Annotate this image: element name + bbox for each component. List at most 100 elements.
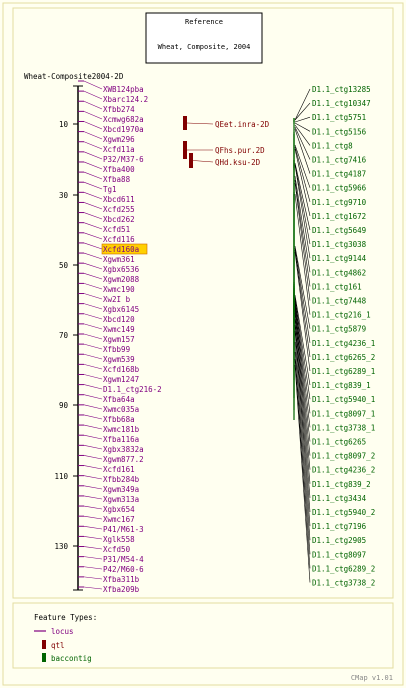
contig-label[interactable]: D1.1_ctg10347 [312,99,371,108]
marker-label[interactable]: XWB124pba [103,85,144,94]
marker-label[interactable]: Xwmc181b [103,425,140,434]
marker-label[interactable]: Xwmc149 [103,325,135,334]
marker-label[interactable]: Xfbb99 [103,345,130,354]
marker-label[interactable]: Xw2I b [103,295,131,304]
contig-label[interactable]: D1.1_ctg839_1 [312,381,371,390]
marker-label[interactable]: Xgbx6536 [103,265,140,274]
contig-label[interactable]: D1.1_ctg5649 [312,226,366,235]
marker-label[interactable]: Xgwm2088 [103,275,140,284]
contig-label[interactable]: D1.1_ctg5156 [312,127,367,136]
contig-label[interactable]: D1.1_ctg13285 [312,85,371,94]
reference-heading: Reference [185,18,223,26]
marker-label[interactable]: Xbcd611 [103,195,135,204]
marker-connector [83,151,103,160]
contig-label[interactable]: D1.1_ctg5751 [312,113,366,122]
contig-label[interactable]: D1.1_ctg216_1 [312,311,371,320]
contig-label[interactable]: D1.1_ctg8097_1 [312,409,375,418]
marker-label[interactable]: Xgwm1247 [103,375,139,384]
contig-label[interactable]: D1.1_ctg3738_1 [312,423,375,432]
marker-label[interactable]: Xcfd255 [103,205,135,214]
marker-label[interactable]: Xwmc190 [103,285,135,294]
marker-connector [83,586,103,590]
contig-label[interactable]: D1.1_ctg5966 [312,184,367,193]
marker-label[interactable]: Xgwm539 [103,355,135,364]
marker-label[interactable]: Xwmc035a [103,405,139,414]
contig-label[interactable]: D1.1_ctg3038 [312,240,367,249]
marker-label[interactable]: Xglk558 [103,535,135,544]
contig-label[interactable]: D1.1_ctg161 [312,282,362,291]
marker-label[interactable]: Xfba311b [103,575,140,584]
qtl-label[interactable]: QEet.inra-2D [215,120,270,129]
marker-label[interactable]: Xcfd116 [103,235,135,244]
marker-label[interactable]: Xfba88 [103,175,131,184]
contig-label[interactable]: D1.1_ctg4862 [312,268,366,277]
contig-label[interactable]: D1.1_ctg1672 [312,212,366,221]
contig-label[interactable]: D1.1_ctg4236_2 [312,466,375,475]
contig-label[interactable]: D1.1_ctg7448 [312,297,367,306]
marker-label[interactable]: Xgbx654 [103,505,135,514]
marker-label[interactable]: Xgbx6145 [103,305,139,314]
marker-label[interactable]: Xfbb68a [103,415,135,424]
marker-label[interactable]: P42/M60-6 [103,565,144,574]
marker-label[interactable]: Xfba116a [103,435,139,444]
marker-label[interactable]: Xfba209b [103,585,140,594]
marker-label[interactable]: Xgwm349a [103,485,139,494]
marker-label[interactable]: Xcfd50 [103,545,131,554]
marker-label[interactable]: D1.1_ctg216-2 [103,385,162,394]
marker-label[interactable]: Xwmc167 [103,515,135,524]
contig-label[interactable]: D1.1_ctg6265_2 [312,353,375,362]
qtl-bar[interactable] [183,141,187,159]
contig-connector [294,88,311,121]
contig-label[interactable]: D1.1_ctg2905 [312,536,366,545]
contig-label[interactable]: D1.1_ctg9710 [312,198,367,207]
marker-label[interactable]: Xgwm296 [103,135,135,144]
marker-label[interactable]: Xcfd51 [103,225,130,234]
marker-label[interactable]: Xfbb274 [103,105,135,114]
contig-label[interactable]: D1.1_ctg3434 [312,494,367,503]
contig-label[interactable]: D1.1_ctg8097_2 [312,452,375,461]
qtl-label[interactable]: QHd.ksu-2D [215,158,261,167]
marker-label[interactable]: Xgwm157 [103,335,135,344]
marker-label[interactable]: Xfba400 [103,165,135,174]
marker-label[interactable]: Xfbb284b [103,475,140,484]
marker-label[interactable]: Xcfd11a [103,145,135,154]
contig-label[interactable]: D1.1_ctg9144 [312,254,367,263]
marker-label[interactable]: Xcfd161 [103,465,135,474]
marker-label[interactable]: Xbcd120 [103,315,135,324]
marker-label[interactable]: Tg1 [103,185,117,194]
marker-label[interactable]: Xcmwg682a [103,115,144,124]
marker-label[interactable]: Xcfd160a [103,245,139,254]
map-title[interactable]: Wheat-Composite2004-2D [24,72,124,81]
marker-label[interactable]: Xgwm313a [103,495,139,504]
contig-label[interactable]: D1.1_ctg4236_1 [312,339,375,348]
contig-label[interactable]: D1.1_ctg5940_1 [312,395,375,404]
contig-label[interactable]: D1.1_ctg8097 [312,550,366,559]
marker-label[interactable]: Xfba64a [103,395,135,404]
qtl-label[interactable]: QFhs.pur.2D [215,146,265,155]
axis-ticks: 10 30 50 70 90 110 130 [54,120,78,551]
contig-label[interactable]: D1.1_ctg4187 [312,170,366,179]
marker-label[interactable]: Xbcd1970a [103,125,144,134]
qtl-bar[interactable] [189,153,193,168]
contig-label[interactable]: D1.1_ctg6289_1 [312,367,375,376]
marker-label[interactable]: P41/M61-3 [103,525,144,534]
marker-label[interactable]: Xbcd262 [103,215,135,224]
marker-label[interactable]: Xgwm877.2 [103,455,144,464]
contig-label[interactable]: D1.1_ctg6265 [312,438,366,447]
contig-label[interactable]: D1.1_ctg3738_2 [312,579,375,588]
contig-label[interactable]: D1.1_ctg8 [312,141,353,150]
marker-label[interactable]: P32/M37-6 [103,155,144,164]
marker-label[interactable]: Xgwm361 [103,255,135,264]
contig-label[interactable]: D1.1_ctg5940_2 [312,508,375,517]
contig-label[interactable]: D1.1_ctg6289_2 [312,564,375,573]
contig-connector [294,251,311,372]
contig-label[interactable]: D1.1_ctg7416 [312,156,367,165]
marker-label[interactable]: P31/M54-4 [103,555,144,564]
marker-label[interactable]: Xcfd168b [103,365,140,374]
contig-label[interactable]: D1.1_ctg7196 [312,522,367,531]
qtl-bar[interactable] [183,116,187,130]
contig-label[interactable]: D1.1_ctg839_2 [312,480,371,489]
marker-label[interactable]: Xbarc124.2 [103,95,148,104]
contig-label[interactable]: D1.1_ctg5879 [312,325,366,334]
marker-label[interactable]: Xgbx3832a [103,445,144,454]
